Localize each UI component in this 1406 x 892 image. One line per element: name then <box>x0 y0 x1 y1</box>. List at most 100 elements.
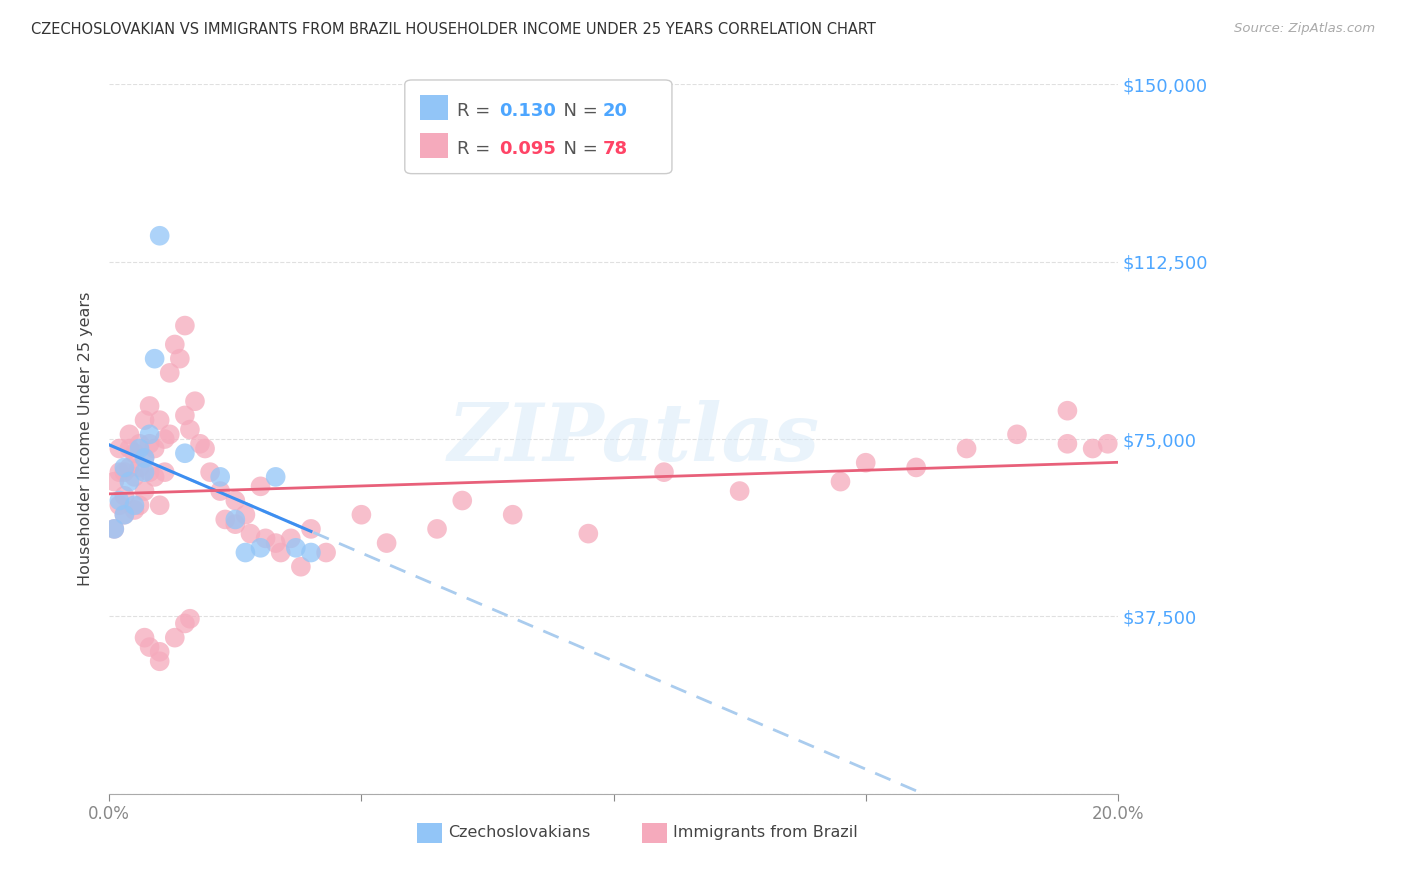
Point <box>118 460 141 475</box>
Point <box>118 442 141 456</box>
Point <box>264 536 287 550</box>
Point <box>249 541 271 555</box>
Point <box>264 470 287 484</box>
Point <box>112 460 135 475</box>
Point <box>955 442 977 456</box>
Text: 0.095: 0.095 <box>499 140 555 158</box>
Point <box>134 631 156 645</box>
Point <box>134 484 156 499</box>
Text: 0.130: 0.130 <box>499 103 555 120</box>
Point <box>224 512 246 526</box>
Point <box>299 522 322 536</box>
Point <box>124 498 146 512</box>
Point <box>134 413 156 427</box>
Point <box>134 450 156 465</box>
Point <box>138 437 160 451</box>
Point <box>249 479 271 493</box>
Point <box>179 612 201 626</box>
Point <box>163 631 186 645</box>
Point <box>299 545 322 559</box>
Point <box>169 351 191 366</box>
Point <box>350 508 373 522</box>
Point <box>149 498 172 512</box>
Point <box>184 394 207 409</box>
Point <box>124 503 146 517</box>
Point <box>149 654 172 668</box>
Point <box>143 351 166 366</box>
Point <box>128 442 150 456</box>
Point <box>153 432 176 446</box>
Point <box>280 532 302 546</box>
Point <box>149 413 172 427</box>
Point <box>576 526 599 541</box>
Point <box>1056 403 1078 417</box>
Point <box>138 399 160 413</box>
Text: ZIPatlas: ZIPatlas <box>447 401 820 478</box>
Point <box>112 508 135 522</box>
Point <box>118 475 141 489</box>
Point <box>143 470 166 484</box>
Point <box>128 437 150 451</box>
Point <box>173 409 195 423</box>
Point <box>108 442 131 456</box>
Point <box>108 493 131 508</box>
Point <box>108 498 131 512</box>
Text: Immigrants from Brazil: Immigrants from Brazil <box>672 824 858 839</box>
Point <box>134 465 156 479</box>
Point <box>149 645 172 659</box>
Point <box>159 366 181 380</box>
Text: 78: 78 <box>603 140 628 158</box>
Point <box>270 545 292 559</box>
Text: CZECHOSLOVAKIAN VS IMMIGRANTS FROM BRAZIL HOUSEHOLDER INCOME UNDER 25 YEARS CORR: CZECHOSLOVAKIAN VS IMMIGRANTS FROM BRAZI… <box>31 22 876 37</box>
Point <box>112 465 135 479</box>
Point <box>112 508 135 522</box>
Point <box>173 616 195 631</box>
Point <box>652 465 675 479</box>
Point <box>108 465 131 479</box>
Point <box>315 545 337 559</box>
Point <box>224 493 246 508</box>
Point <box>375 536 398 550</box>
Point <box>124 446 146 460</box>
Point <box>426 522 449 536</box>
Point <box>235 508 257 522</box>
Text: N =: N = <box>553 140 605 158</box>
Point <box>124 470 146 484</box>
Point <box>198 465 221 479</box>
Point <box>905 460 928 475</box>
Point <box>163 337 186 351</box>
Point <box>138 427 160 442</box>
Y-axis label: Householder Income Under 25 years: Householder Income Under 25 years <box>79 292 93 586</box>
Point <box>1097 437 1119 451</box>
Point <box>118 427 141 442</box>
Text: N =: N = <box>553 103 605 120</box>
Point <box>188 437 211 451</box>
Point <box>284 541 307 555</box>
Point <box>143 442 166 456</box>
Point <box>128 460 150 475</box>
Point <box>153 465 176 479</box>
Point <box>209 470 232 484</box>
Point <box>1056 437 1078 451</box>
Text: R =: R = <box>457 103 496 120</box>
Text: 20: 20 <box>603 103 628 120</box>
Point <box>112 489 135 503</box>
Point <box>830 475 852 489</box>
Point <box>1081 442 1104 456</box>
Point <box>451 493 474 508</box>
Point <box>103 522 125 536</box>
Point <box>179 423 201 437</box>
Point <box>214 512 236 526</box>
Point <box>103 522 125 536</box>
Point <box>239 526 262 541</box>
Point <box>224 517 246 532</box>
Point <box>173 318 195 333</box>
Text: R =: R = <box>457 140 496 158</box>
Point <box>149 228 172 243</box>
Point <box>173 446 195 460</box>
Point <box>194 442 217 456</box>
Point <box>209 484 232 499</box>
Point <box>128 498 150 512</box>
Point <box>103 475 125 489</box>
Point <box>1005 427 1028 442</box>
